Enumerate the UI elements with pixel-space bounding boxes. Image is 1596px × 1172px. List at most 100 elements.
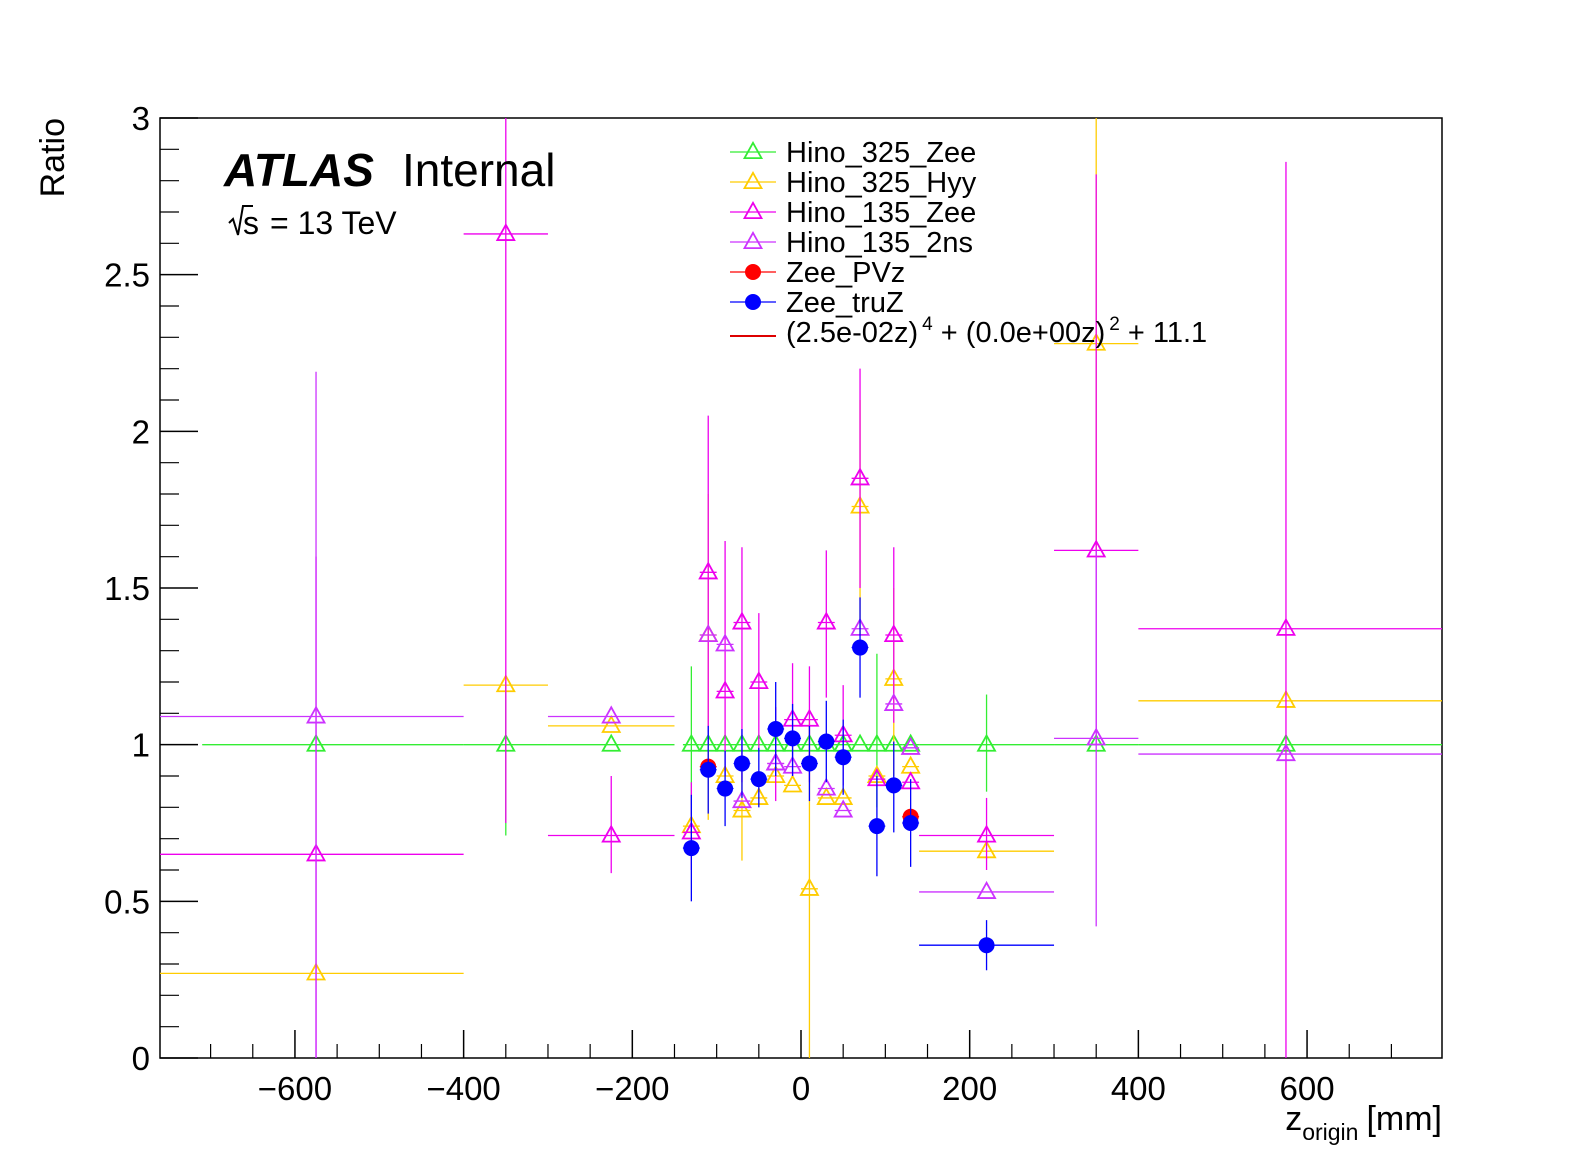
data-point-triangle — [976, 824, 997, 843]
data-point-triangle — [715, 633, 736, 652]
sqrt-symbol — [228, 205, 253, 236]
data-point-triangle — [883, 692, 904, 711]
x-axis-title: zorigin [mm] — [1285, 1100, 1442, 1145]
data-point-circle — [717, 780, 734, 797]
legend-label: Hino_325_Hyy — [786, 167, 977, 199]
data-point-triangle — [799, 877, 820, 896]
legend-entry: Zee_PVz — [730, 257, 905, 289]
legend-entry: (2.5e-02z) 4 + (0.0e+00z) 2 + 11.1 — [730, 314, 1207, 349]
legend-entry: Zee_truZ — [730, 287, 904, 319]
data-point-triangle — [900, 736, 921, 755]
data-point-circle — [868, 818, 885, 835]
data-point-triangle — [816, 786, 837, 805]
data-point-triangle — [850, 733, 871, 752]
data-point-triangle — [601, 705, 622, 724]
data-point-triangle — [1086, 727, 1107, 746]
data-point-triangle — [900, 733, 921, 752]
legend-marker-triangle — [742, 140, 764, 160]
legend-marker-circle — [745, 294, 761, 310]
data-point-triangle — [799, 708, 820, 727]
data-point-circle — [885, 777, 902, 794]
y-axis-title: Ratio — [34, 118, 72, 197]
data-point-triangle — [976, 733, 997, 752]
x-axis-title-unit: [mm] — [1366, 1100, 1442, 1138]
y-tick-label: 2.5 — [104, 257, 150, 294]
y-tick-label: 0.5 — [104, 883, 150, 920]
atlas-label: ATLAS — [223, 144, 374, 196]
data-point-circle — [902, 815, 919, 831]
data-point-circle — [978, 937, 995, 954]
legend-marker-circle — [745, 264, 761, 280]
x-tick-label: 200 — [942, 1070, 997, 1107]
legend-label: Hino_135_Zee — [786, 197, 976, 229]
data-point-circle — [683, 840, 700, 857]
legend-entry: Hino_325_Hyy — [730, 167, 977, 199]
data-point-triangle — [601, 714, 622, 733]
x-axis-title-main: z — [1285, 1100, 1302, 1138]
series-layer — [160, 118, 1442, 1058]
legend-label: Hino_135_2ns — [786, 227, 973, 259]
x-tick-label: −200 — [595, 1070, 669, 1107]
x-tick-label: 0 — [792, 1070, 810, 1107]
legend-label: Zee_PVz — [786, 257, 905, 289]
data-point-triangle — [782, 774, 803, 793]
data-point-triangle — [883, 623, 904, 643]
x-tick-label: 400 — [1111, 1070, 1166, 1107]
data-point-triangle — [1275, 617, 1296, 636]
legend-label: Zee_truZ — [786, 287, 904, 319]
energy-label: s = 13 TeV — [228, 205, 397, 241]
legend-marker-triangle — [742, 230, 764, 250]
y-tick-label: 3 — [132, 100, 150, 137]
data-point-triangle — [976, 880, 997, 899]
data-point-circle — [733, 755, 750, 772]
legend-entry: Hino_325_Zee — [730, 137, 976, 169]
legend-entry: Hino_135_Zee — [730, 197, 976, 229]
data-point-triangle — [601, 733, 622, 752]
y-tick-label: 0 — [132, 1040, 150, 1077]
internal-label: Internal — [402, 144, 555, 196]
data-point-triangle — [833, 799, 854, 818]
legend-formula-part: (2.5e-02z) — [786, 317, 918, 349]
y-tick-label: 2 — [132, 413, 150, 450]
data-point-triangle — [601, 824, 622, 843]
y-tick-label: 1.5 — [104, 570, 150, 607]
energy-text: = 13 TeV — [270, 205, 397, 241]
legend: Hino_325_ZeeHino_325_HyyHino_135_ZeeHino… — [730, 137, 1207, 349]
data-point-triangle — [748, 670, 769, 690]
x-axis-title-sub: origin — [1302, 1119, 1358, 1145]
data-point-triangle — [495, 222, 516, 241]
data-point-triangle — [1275, 743, 1296, 762]
legend-entry: Hino_135_2ns — [730, 227, 973, 259]
legend-formula-part: + (0.0e+00z) — [933, 317, 1106, 349]
x-tick-label: 600 — [1280, 1070, 1335, 1107]
data-point-triangle — [833, 786, 854, 805]
legend-formula-part: + 11.1 — [1120, 317, 1207, 349]
x-tick-label: −400 — [426, 1070, 500, 1107]
legend-marker-triangle — [742, 200, 764, 220]
x-tick-label: −600 — [258, 1070, 332, 1107]
legend-label: (2.5e-02z) 4 + (0.0e+00z) 2 + 11.1 — [786, 314, 1207, 349]
data-point-triangle — [816, 611, 837, 630]
data-point-circle — [784, 730, 801, 747]
data-point-triangle — [731, 611, 752, 630]
data-point-triangle — [681, 733, 702, 752]
data-point-circle — [801, 755, 818, 772]
data-point-circle — [852, 639, 869, 656]
data-point-triangle — [698, 561, 719, 580]
data-point-triangle — [866, 733, 887, 752]
data-point-triangle — [900, 755, 921, 774]
data-point-circle — [700, 761, 717, 778]
data-point-circle — [767, 721, 784, 737]
legend-label: Hino_325_Zee — [786, 137, 976, 169]
sqrt-s-text: s — [243, 205, 259, 241]
legend-exponent: 2 — [1109, 314, 1120, 335]
legend-exponent: 4 — [922, 314, 933, 335]
legend-marker-triangle — [742, 170, 764, 190]
data-point-circle — [818, 733, 835, 750]
series-Zee_truZ — [682, 597, 1055, 971]
data-point-triangle — [816, 777, 837, 796]
data-point-circle — [750, 771, 767, 788]
y-tick-label: 1 — [132, 727, 150, 764]
data-point-triangle — [731, 790, 752, 809]
